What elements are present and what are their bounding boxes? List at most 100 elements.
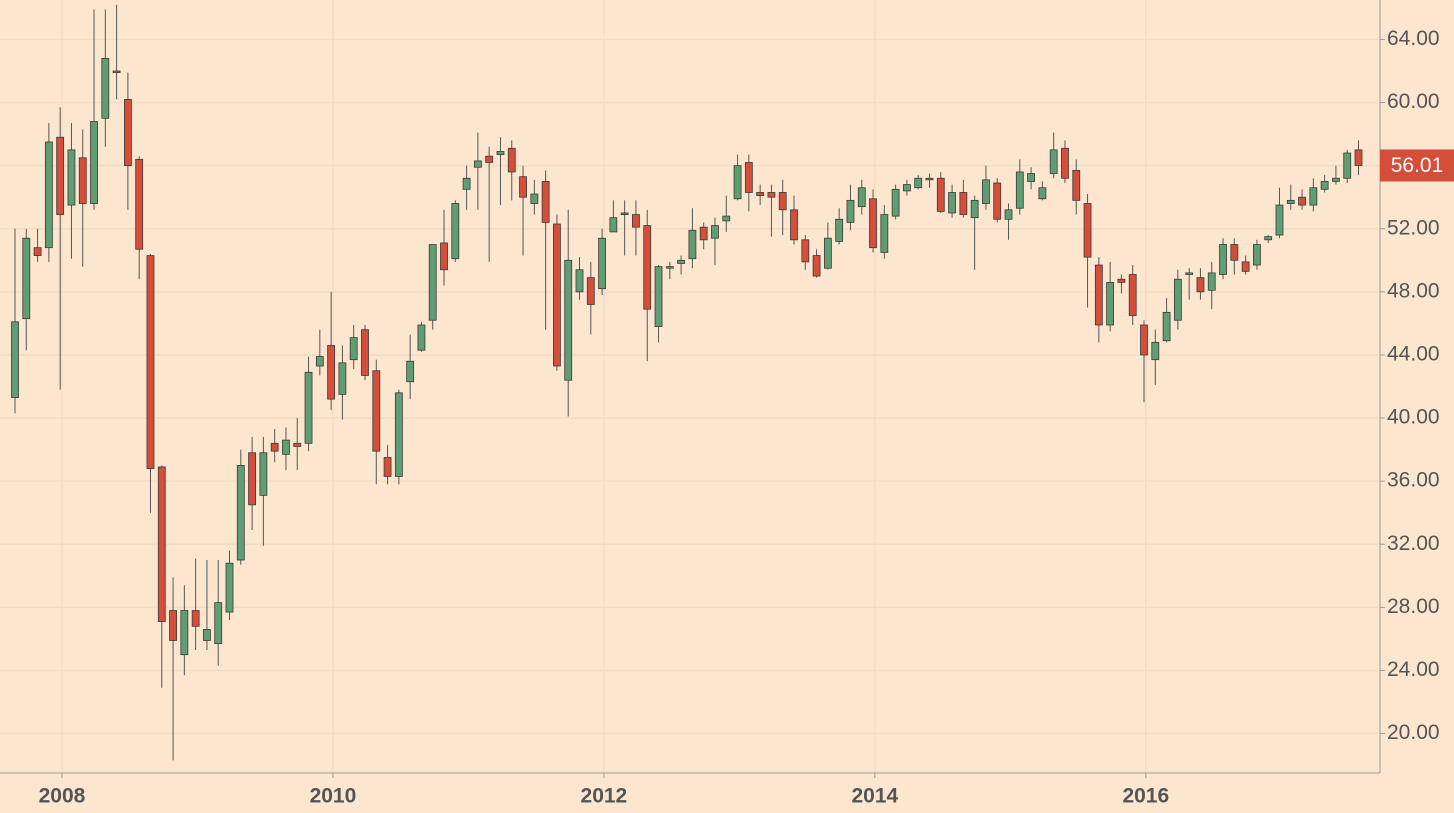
last-price-label: 56.01 (1391, 154, 1444, 177)
candle-body (11, 321, 19, 398)
candle-body (948, 192, 956, 214)
x-tick-label: 2008 (39, 785, 86, 808)
y-tick-label: 32.00 (1387, 532, 1440, 555)
candle-body (767, 192, 776, 198)
candle-body (993, 182, 1002, 220)
candle-body (519, 176, 527, 198)
candle-body (1286, 199, 1295, 204)
candle-body (1354, 149, 1363, 166)
candle-body (959, 192, 968, 215)
candle-body (90, 121, 98, 204)
candle-body (722, 215, 731, 222)
candle-body (417, 324, 426, 351)
candle-body (733, 165, 742, 200)
candle-body (101, 57, 110, 119)
candle-body (259, 452, 268, 496)
candle-body (1083, 203, 1092, 258)
candle-body (575, 269, 584, 293)
y-tick-label: 40.00 (1387, 406, 1440, 429)
y-tick-label: 60.00 (1387, 90, 1440, 113)
candle-body (1173, 278, 1182, 321)
candle-body (1207, 272, 1216, 291)
candle-body (304, 371, 313, 444)
candle-body (914, 177, 923, 189)
candle-body (880, 214, 889, 253)
candle-body (282, 439, 290, 455)
candle-body (1128, 274, 1137, 316)
candle-body (270, 442, 279, 452)
y-tick-label: 44.00 (1387, 342, 1440, 365)
candle-body (383, 457, 392, 477)
candle-body (203, 629, 211, 641)
candle-body (315, 356, 324, 367)
candle-body (665, 266, 674, 269)
candle-body (473, 160, 482, 168)
candle-body (778, 192, 787, 211)
candle-body (428, 244, 437, 321)
candle-body (620, 212, 629, 215)
candle-body (157, 466, 166, 622)
candle-body (801, 239, 810, 263)
candle-body (936, 177, 945, 212)
candle-body (970, 199, 979, 219)
candle-body (1241, 261, 1250, 272)
candle-body (541, 181, 550, 223)
candle-body (677, 259, 686, 264)
candle-body (643, 225, 652, 310)
candle-body (214, 602, 223, 645)
candle-body (711, 225, 719, 239)
candle-body (790, 209, 798, 241)
candle-body (857, 187, 866, 208)
candle-body (191, 610, 200, 627)
candle-body (925, 177, 934, 181)
x-tick-label: 2014 (851, 785, 898, 808)
candle-body (1320, 181, 1329, 190)
candle-body (1162, 311, 1171, 342)
y-tick-label: 64.00 (1387, 27, 1440, 50)
candle-body (1185, 272, 1194, 275)
candle-body (903, 184, 911, 192)
candle-body (586, 277, 595, 305)
candle-body (44, 141, 53, 249)
candle-body (1309, 187, 1318, 206)
candle-body (33, 247, 42, 256)
candle-body (1072, 169, 1081, 201)
candle-body (1332, 177, 1340, 182)
candle-body (1094, 264, 1103, 326)
candle-body (823, 237, 832, 269)
candle-body (1219, 244, 1227, 275)
candle-body (78, 157, 87, 204)
x-tick-label: 2012 (581, 785, 628, 808)
y-tick-label: 48.00 (1387, 279, 1440, 302)
last-price-box (1380, 149, 1454, 182)
candle-body (982, 179, 990, 204)
candle-body (1106, 281, 1115, 326)
candle-body (394, 392, 403, 477)
y-tick-label: 28.00 (1387, 595, 1440, 618)
candle-body (835, 218, 844, 242)
candle-body (1140, 324, 1148, 356)
candle-body (846, 199, 855, 223)
candle-body (1038, 187, 1047, 200)
candle-body (67, 149, 76, 206)
candle-body (564, 259, 573, 381)
candle-body (349, 337, 358, 361)
candle-body (654, 266, 663, 327)
y-tick-label: 24.00 (1387, 658, 1440, 681)
candle-body (699, 226, 708, 241)
candle-body (688, 229, 697, 260)
candle-body (530, 193, 539, 204)
candle-body (327, 345, 336, 400)
candle-body (225, 562, 234, 613)
candle-body (406, 360, 415, 383)
y-tick-label: 36.00 (1387, 469, 1440, 492)
candle-body (1196, 277, 1205, 293)
candle-body (22, 237, 31, 320)
candle-body (1027, 173, 1035, 182)
candle-body (1264, 236, 1273, 241)
candle-body (236, 464, 245, 561)
candle-body (440, 242, 448, 271)
